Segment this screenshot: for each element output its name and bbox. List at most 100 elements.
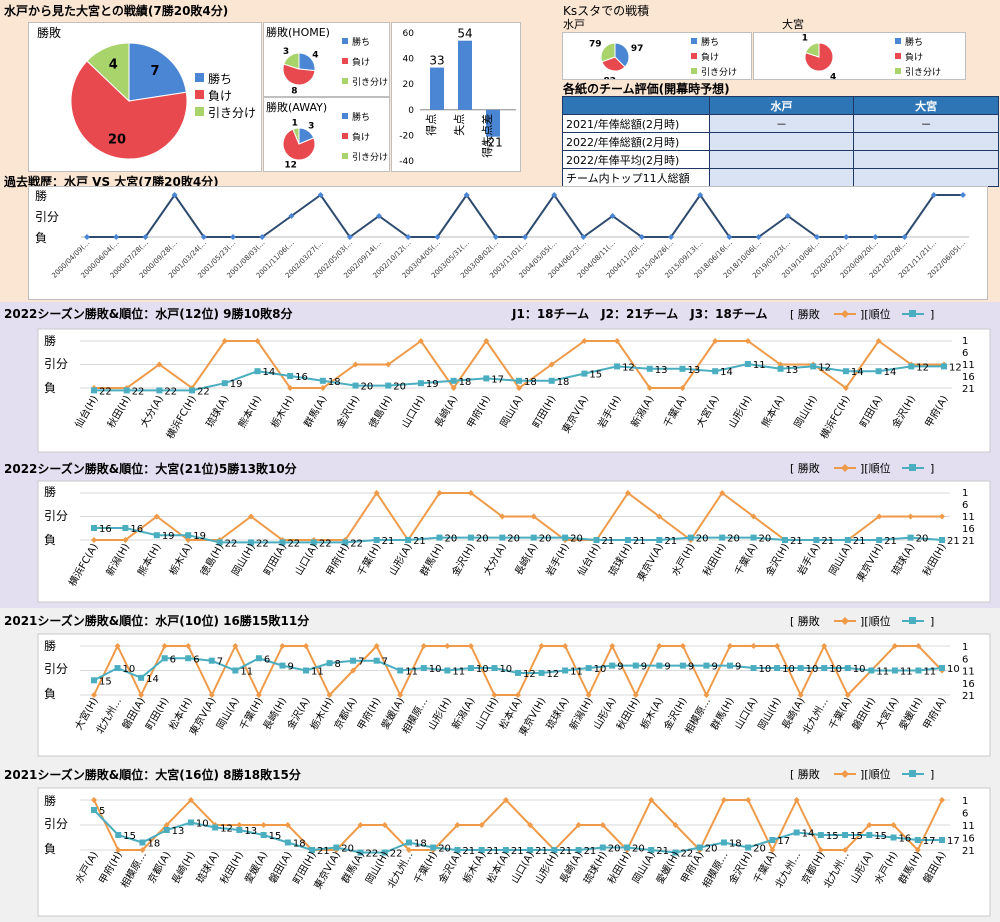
rank-label: 21 xyxy=(821,536,834,547)
rank-label: 22 xyxy=(680,849,693,860)
rank-point xyxy=(774,665,781,672)
legend-swatch xyxy=(895,68,901,74)
rank-label: 22 xyxy=(99,386,112,397)
history-point xyxy=(230,234,236,240)
rank-point xyxy=(810,363,817,370)
rank-point xyxy=(939,665,945,672)
result-point xyxy=(373,490,380,496)
rank-point xyxy=(352,382,359,389)
legend-label: ][順位 xyxy=(860,307,891,321)
legend-label: ] xyxy=(930,462,934,475)
legend-label: ] xyxy=(930,768,934,781)
rank-point xyxy=(821,665,828,672)
season-title-4: 2021シーズン勝敗&順位：大宮(16位) 8勝18敗15分 xyxy=(4,768,301,782)
rank-label: 18 xyxy=(147,839,160,850)
rank-point xyxy=(405,537,412,543)
bar xyxy=(458,40,472,110)
season-rank-tick: 11 xyxy=(962,821,975,832)
history-point xyxy=(317,192,324,198)
history-point xyxy=(376,213,382,219)
rank-point xyxy=(939,537,945,543)
rank-label: 20 xyxy=(753,844,766,855)
pie-slice xyxy=(128,42,187,102)
bar-axis-tick: 20 xyxy=(403,80,415,90)
pie-label: 1 xyxy=(802,34,808,44)
season-y-label: 勝 xyxy=(44,333,56,348)
rank-label: 20 xyxy=(696,534,709,545)
rank-point xyxy=(793,829,800,836)
history-point xyxy=(580,234,587,240)
rank-point xyxy=(319,377,326,384)
rank-point xyxy=(672,849,679,856)
history-y-label: 勝 xyxy=(35,188,47,203)
rank-point xyxy=(797,665,804,672)
rank-label: 11 xyxy=(923,667,936,678)
rank-label: 21 xyxy=(947,536,960,547)
rank-point xyxy=(844,665,851,672)
rank-label: 12 xyxy=(220,824,233,835)
pie-slice xyxy=(70,60,188,160)
bar-value: 54 xyxy=(457,27,472,41)
season-rank-tick: 1 xyxy=(962,488,968,499)
rank-label: 17 xyxy=(923,836,936,847)
rank-point xyxy=(114,665,121,672)
rank-point xyxy=(284,839,291,846)
rank-point xyxy=(781,537,788,543)
season-plot-area xyxy=(37,480,991,603)
rank-point xyxy=(287,373,294,379)
history-series-line xyxy=(87,193,963,239)
rank-label: 20 xyxy=(759,534,772,545)
rank-point xyxy=(467,534,474,541)
rank-label: 21 xyxy=(487,846,500,857)
rank-label: 22 xyxy=(197,386,210,397)
evaluation-cell xyxy=(708,132,855,151)
rank-point xyxy=(538,669,545,676)
rank-point xyxy=(915,667,922,674)
history-point xyxy=(492,234,499,240)
rank-label: 12 xyxy=(818,362,831,373)
result-point xyxy=(248,513,255,520)
result-point xyxy=(745,797,752,803)
rank-label: 21 xyxy=(884,536,897,547)
ks-omiya-panel: 4 1 勝ち 負け 引き分け xyxy=(753,32,966,82)
rank-point xyxy=(153,532,160,539)
result-point xyxy=(672,822,679,828)
legend-label: 勝ち xyxy=(352,111,370,123)
rank-label: 14 xyxy=(146,674,159,685)
result-point xyxy=(279,643,286,649)
pie-label: 82 xyxy=(604,76,617,79)
bar xyxy=(486,109,500,137)
season-rank-tick: 16 xyxy=(962,524,975,535)
legend-label: [ 勝敗 xyxy=(790,614,820,628)
rank-label: 12 xyxy=(547,669,560,680)
rank-point xyxy=(208,657,215,664)
rank-label: 20 xyxy=(727,534,740,545)
legend-result-marker xyxy=(841,464,849,472)
rank-point xyxy=(91,525,97,531)
bar-axis-tick: -40 xyxy=(399,157,414,167)
evaluation-row-label: 2022/年俸総額(2月時) xyxy=(562,132,710,151)
rank-label: 10 xyxy=(947,664,960,675)
rank-label: 15 xyxy=(123,831,136,842)
bar-axis-tick: 0 xyxy=(408,106,414,116)
rank-label: 21 xyxy=(317,846,330,857)
history-point xyxy=(288,213,295,219)
rank-point xyxy=(236,827,243,833)
result-point xyxy=(890,822,897,828)
season-rank-tick: 11 xyxy=(962,360,975,371)
home-pie-panel: 勝敗(HOME) 4 8 3 勝ち 負け 引き分け xyxy=(263,22,390,97)
result-point xyxy=(538,643,545,649)
legend-label: 勝ち xyxy=(352,36,370,48)
result-point xyxy=(679,385,686,391)
rank-point xyxy=(703,662,710,669)
result-point xyxy=(260,822,267,828)
result-point xyxy=(907,513,914,520)
rank-label: 20 xyxy=(539,534,552,545)
rank-label: 18 xyxy=(524,377,537,388)
rank-label: 21 xyxy=(584,846,597,857)
rank-label: 15 xyxy=(874,831,887,842)
rank-label: 11 xyxy=(876,667,889,678)
result-point xyxy=(254,338,261,344)
rank-point xyxy=(483,375,490,382)
rank-point xyxy=(679,365,686,372)
